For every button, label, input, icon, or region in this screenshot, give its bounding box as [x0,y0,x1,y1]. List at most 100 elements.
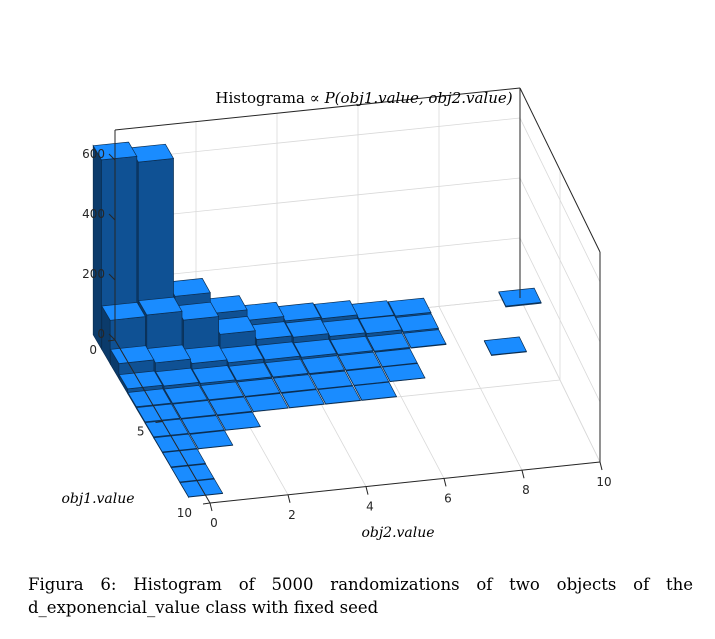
bar-top-face [163,385,208,404]
bar-top-face [191,365,236,384]
bar-r3-c0 [118,370,164,395]
y-axis-label: obj1.value [61,491,134,507]
z-tick-mark [108,213,116,221]
tick-labels: 0 2 4 6 8 10 0 5 10 0 200 400 600 [82,147,612,530]
caption-label: Figura 6: [28,575,117,594]
x-tick-mark [599,461,603,471]
bar-r1-c8 [395,313,439,334]
bar-top-face [387,297,432,317]
axes [114,87,601,504]
bar-r4-c4 [272,374,317,394]
bar-top-face [180,415,225,434]
z-tick-label: 600 [82,147,105,161]
x-tick-label: 6 [444,491,452,505]
z-tick-mark [108,273,116,281]
bars [92,141,542,499]
y-tick-label: 5 [137,425,145,439]
bar-r5-c3 [244,393,289,414]
z-tick-mark [108,333,116,341]
bar-top-face [127,388,172,408]
bar-top-face [217,411,261,431]
wall-grid-line [114,237,521,281]
bar-top-face [285,318,330,338]
bar-top-face [350,300,395,319]
bar-top-face [329,336,374,355]
z-tick-mark [108,153,116,161]
z-tick-label: 0 [97,327,105,341]
bar-r7-c1 [189,430,234,451]
bar-top-face [353,381,398,401]
bar-r6-c2 [217,411,261,432]
bar-top-face [138,296,183,316]
bar-r1-c7 [358,315,403,338]
bar-r3-c4 [264,358,309,379]
wall-grid-line [519,177,601,343]
bar-top-face [189,430,234,449]
bar-top-face [301,355,346,374]
figure-caption: Figura 6: Histogram of 5000 randomizatio… [28,573,693,619]
z-tick-label: 200 [82,267,105,281]
bar-top-face [293,338,338,358]
axis-box-edge [114,87,521,131]
bar-top-face [374,348,418,367]
wall-grid-line [519,297,601,463]
bar-r4-c6 [345,366,390,386]
wall-grid-line [519,117,601,283]
x-tick-label: 2 [288,508,296,522]
bar-top-face [317,385,361,405]
bar-r2-c7 [366,332,411,353]
bar-top-face [366,332,411,352]
histogram-3d-chart: 0 2 4 6 8 10 0 5 10 0 200 400 600 Histograma ∝ P(obj… [61,87,612,541]
bar-top-face [228,362,273,381]
bar-top-face [382,363,426,382]
wall-grid-line [519,237,601,403]
wall-grid-line [114,177,521,221]
x-tick-label: 0 [210,516,218,530]
bar-r2-c8 [403,329,447,349]
bar-top-face [403,329,447,348]
bar-top-face [281,389,325,408]
bar-r3-c5 [301,355,346,375]
x-tick-mark [365,486,369,495]
bar-r3-c6 [337,351,382,371]
bar-r4-c3 [236,378,281,399]
x-tick-label: 4 [366,500,374,514]
bar-r2-c6 [329,336,374,357]
bar-top-face [236,378,281,397]
wall-grid-line [114,117,521,161]
bar-r5-c6 [353,381,398,401]
bar-top-face [358,315,403,334]
y-tick-mark [155,421,163,423]
bar-r3-c10 [483,336,527,356]
x-axis-label: obj2.value [361,525,434,541]
bar-top-face [264,358,309,378]
bar-r3-c7 [374,348,418,368]
x-tick-label: 10 [596,475,611,489]
x-tick-mark [209,502,213,512]
bar-top-face [136,403,181,423]
x-tick-mark [521,470,525,479]
bar-top-face [272,374,317,393]
bar-top-face [244,393,289,412]
bar-top-face [172,400,217,419]
y-tick-mark [107,339,116,342]
bar-top-face [256,341,301,361]
axes-grid [114,88,601,504]
bar-top-face [208,396,253,416]
bar-r0-c0 [92,141,138,351]
bar-r5-c5 [317,385,361,405]
bar-top-face [155,367,200,387]
bar-r5-c1 [172,400,217,421]
bar-top-face [101,302,146,321]
bar-r4-c7 [382,363,426,383]
chart-title: Histograma ∝ P(obj1.value, obj2.value) [215,89,512,107]
axis-box-edge [209,461,601,504]
z-tick-label: 400 [82,207,105,221]
x-tick-mark [287,494,291,503]
x-tick-mark [443,478,447,487]
x-tick-label: 8 [522,483,530,497]
bar-side-face [92,144,102,351]
y-tick-label: 10 [177,506,192,520]
bar-top-face [118,370,164,390]
bar-top-face [395,313,439,333]
